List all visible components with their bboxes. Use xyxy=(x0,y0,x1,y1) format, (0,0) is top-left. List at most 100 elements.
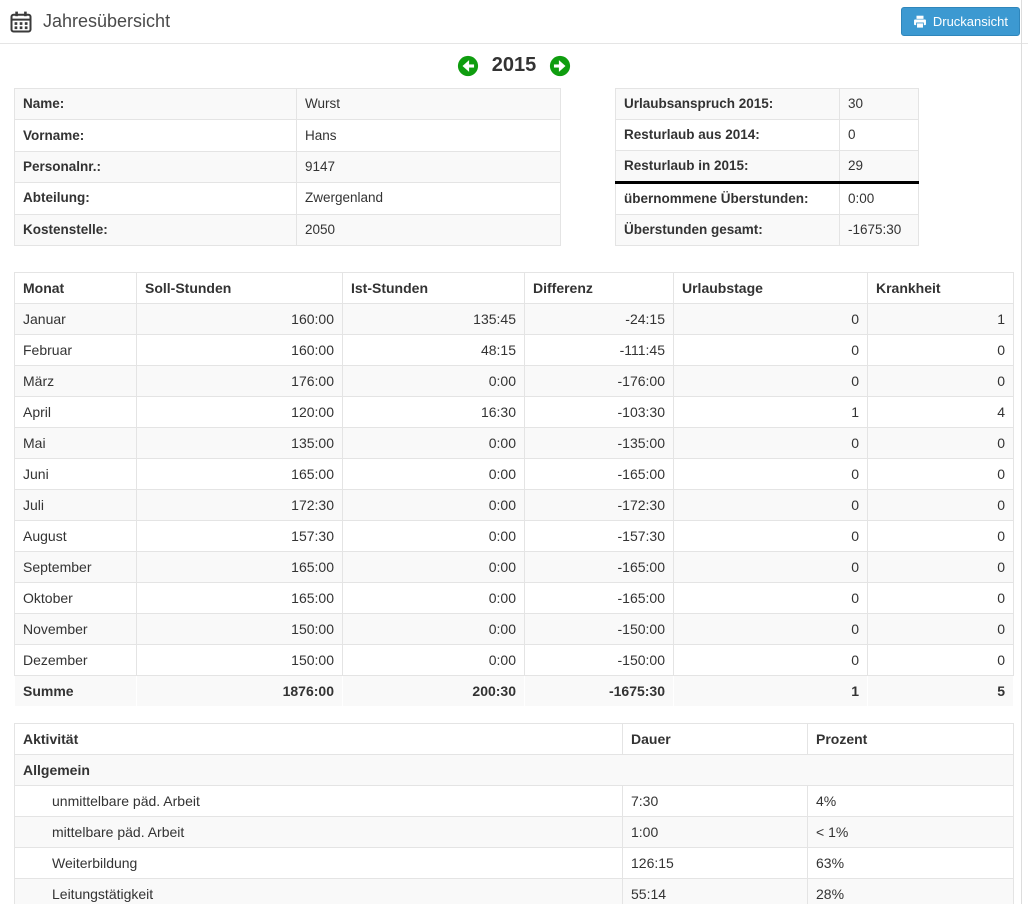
soll-cell: 176:00 xyxy=(136,365,343,397)
title-group: Jahresübersicht xyxy=(10,11,170,33)
differenz-cell: -165:00 xyxy=(524,551,674,583)
info-value: 2050 xyxy=(296,213,561,247)
info-value: -1675:30 xyxy=(839,214,919,246)
vacation-overtime-table: Urlaubsanspruch 2015: 30 Resturlaub aus … xyxy=(615,88,919,246)
arrow-circle-right-icon xyxy=(549,55,571,77)
differenz-cell: -172:30 xyxy=(524,489,674,521)
info-section: Name: Wurst Vorname: Hans Personalnr.: 9… xyxy=(14,87,1014,247)
year-navigation: 2015 xyxy=(14,44,1014,88)
month-cell: November xyxy=(14,613,137,645)
table-row: März 176:00 0:00 -176:00 0 0 xyxy=(14,365,1014,397)
soll-cell: 172:30 xyxy=(136,489,343,521)
differenz-cell: -157:30 xyxy=(524,520,674,552)
table-row: mittelbare päd. Arbeit 1:00 < 1% xyxy=(14,816,1014,848)
table-row: September 165:00 0:00 -165:00 0 0 xyxy=(14,551,1014,583)
soll-cell: 135:00 xyxy=(136,427,343,459)
urlaubstage-cell: 0 xyxy=(673,365,868,397)
krankheit-cell: 0 xyxy=(867,551,1014,583)
urlaubstage-cell: 0 xyxy=(673,582,868,614)
month-cell: März xyxy=(14,365,137,397)
dauer-cell: 7:30 xyxy=(622,785,808,817)
table-row: Name: Wurst xyxy=(14,87,561,121)
column-header-dauer: Dauer xyxy=(622,723,808,755)
page-right-border xyxy=(1021,0,1022,904)
differenz-cell: -150:00 xyxy=(524,613,674,645)
arrow-circle-left-icon xyxy=(457,55,479,77)
soll-cell: 160:00 xyxy=(136,334,343,366)
summary-krankheit: 5 xyxy=(867,675,1014,707)
info-value: Zwergenland xyxy=(296,182,561,215)
info-label: übernommene Überstunden: xyxy=(615,181,840,215)
differenz-cell: -165:00 xyxy=(524,582,674,614)
info-value: 29 xyxy=(839,150,919,183)
ist-cell: 0:00 xyxy=(342,644,525,676)
column-header-monat: Monat xyxy=(14,272,137,304)
next-year-button[interactable] xyxy=(549,55,571,77)
table-row: April 120:00 16:30 -103:30 1 4 xyxy=(14,396,1014,428)
printer-icon xyxy=(913,15,927,29)
differenz-cell: -103:30 xyxy=(524,396,674,428)
soll-cell: 120:00 xyxy=(136,396,343,428)
urlaubstage-cell: 0 xyxy=(673,551,868,583)
month-cell: Januar xyxy=(14,303,137,335)
month-cell: August xyxy=(14,520,137,552)
urlaubstage-cell: 0 xyxy=(673,644,868,676)
table-row: August 157:30 0:00 -157:30 0 0 xyxy=(14,520,1014,552)
month-cell: Juni xyxy=(14,458,137,490)
summary-differenz: -1675:30 xyxy=(524,675,674,707)
table-row: Weiterbildung 126:15 63% xyxy=(14,847,1014,879)
info-value: Wurst xyxy=(296,87,561,121)
month-cell: Juli xyxy=(14,489,137,521)
ist-cell: 0:00 xyxy=(342,365,525,397)
info-value: 30 xyxy=(839,88,919,120)
month-cell: Februar xyxy=(14,334,137,366)
monthly-hours-table: Monat Soll-Stunden Ist-Stunden Differenz… xyxy=(14,272,1014,707)
info-label: Abteilung: xyxy=(14,182,297,215)
ist-cell: 0:00 xyxy=(342,582,525,614)
prozent-cell: < 1% xyxy=(807,816,1014,848)
info-label: Personalnr.: xyxy=(14,150,297,184)
differenz-cell: -150:00 xyxy=(524,644,674,676)
column-header-differenz: Differenz xyxy=(524,272,674,304)
calendar-icon xyxy=(10,11,32,33)
ist-cell: 0:00 xyxy=(342,520,525,552)
ist-cell: 0:00 xyxy=(342,458,525,490)
ist-cell: 48:15 xyxy=(342,334,525,366)
table-row: Leitungstätigkeit 55:14 28% xyxy=(14,878,1014,904)
column-header-prozent: Prozent xyxy=(807,723,1014,755)
info-label: Resturlaub aus 2014: xyxy=(615,119,840,151)
table-row: Mai 135:00 0:00 -135:00 0 0 xyxy=(14,427,1014,459)
krankheit-cell: 0 xyxy=(867,644,1014,676)
soll-cell: 165:00 xyxy=(136,458,343,490)
table-row: November 150:00 0:00 -150:00 0 0 xyxy=(14,613,1014,645)
table-row: Überstunden gesamt: -1675:30 xyxy=(615,214,919,246)
ist-cell: 0:00 xyxy=(342,489,525,521)
summary-row: Summe 1876:00 200:30 -1675:30 1 5 xyxy=(14,675,1014,707)
main-content: 2015 Name: Wurst xyxy=(0,44,1028,904)
print-view-button[interactable]: Druckansicht xyxy=(900,7,1020,36)
column-header-ist: Ist-Stunden xyxy=(342,272,525,304)
krankheit-cell: 0 xyxy=(867,458,1014,490)
urlaubstage-cell: 0 xyxy=(673,334,868,366)
activity-name-cell: mittelbare päd. Arbeit xyxy=(14,816,623,848)
info-label: Überstunden gesamt: xyxy=(615,214,840,246)
activity-group-label: Allgemein xyxy=(14,754,1014,786)
employee-info-table: Name: Wurst Vorname: Hans Personalnr.: 9… xyxy=(14,87,561,247)
activity-name-cell: unmittelbare päd. Arbeit xyxy=(14,785,623,817)
activity-name-cell: Leitungstätigkeit xyxy=(14,878,623,904)
soll-cell: 150:00 xyxy=(136,613,343,645)
urlaubstage-cell: 0 xyxy=(673,458,868,490)
column-header-krankheit: Krankheit xyxy=(867,272,1014,304)
ist-cell: 0:00 xyxy=(342,551,525,583)
soll-cell: 150:00 xyxy=(136,644,343,676)
print-button-label: Druckansicht xyxy=(932,14,1008,29)
prozent-cell: 4% xyxy=(807,785,1014,817)
urlaubstage-cell: 0 xyxy=(673,303,868,335)
table-header-row: Monat Soll-Stunden Ist-Stunden Differenz… xyxy=(14,272,1014,304)
krankheit-cell: 0 xyxy=(867,489,1014,521)
prozent-cell: 63% xyxy=(807,847,1014,879)
urlaubstage-cell: 0 xyxy=(673,427,868,459)
summary-label: Summe xyxy=(14,675,137,707)
urlaubstage-cell: 0 xyxy=(673,520,868,552)
prev-year-button[interactable] xyxy=(457,55,479,77)
